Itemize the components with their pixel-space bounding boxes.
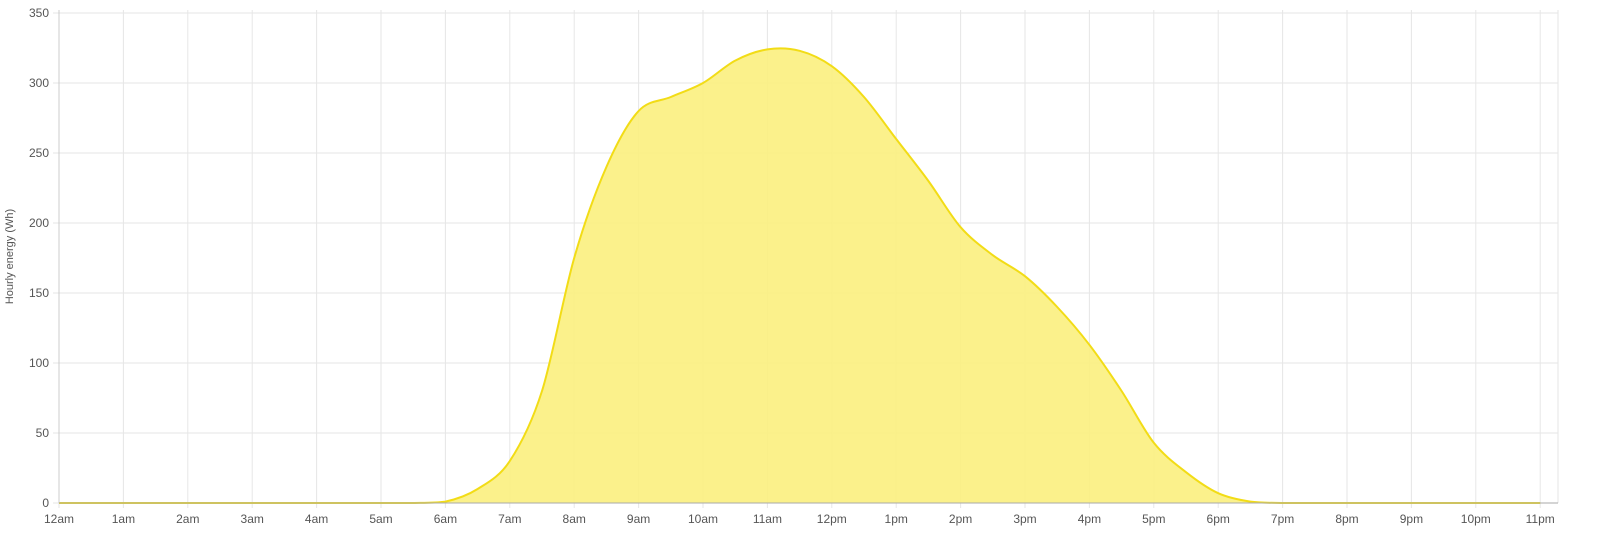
- series-area: [58, 47, 1541, 505]
- y-tick-label: 200: [29, 216, 49, 230]
- x-tick-label: 11am: [753, 512, 782, 526]
- x-tick-label: 8am: [563, 512, 586, 526]
- x-tick-label: 9pm: [1400, 512, 1423, 526]
- x-tick-label: 9am: [627, 512, 650, 526]
- y-tick-label: 50: [36, 426, 50, 440]
- y-tick-label: 100: [29, 356, 49, 370]
- x-tick-label: 6pm: [1207, 512, 1230, 526]
- x-tick-label: 12am: [44, 512, 74, 526]
- axes: [58, 10, 1558, 504]
- x-tick-label: 10pm: [1461, 512, 1491, 526]
- x-tick-label: 7am: [498, 512, 521, 526]
- x-tick-label: 8pm: [1335, 512, 1358, 526]
- x-tick-label: 1pm: [885, 512, 908, 526]
- y-tick-label: 300: [29, 76, 49, 90]
- x-tick-label: 7pm: [1271, 512, 1294, 526]
- x-tick-label: 3am: [241, 512, 264, 526]
- y-axis-title: Hourly energy (Wh): [4, 209, 16, 304]
- tick-labels: 12am 1am 2am 3am 4am 5am 6am 7am 8am 9am 10am 11am 1…: [29, 6, 1555, 526]
- x-tick-label: 2pm: [949, 512, 972, 526]
- y-tick-label: 350: [29, 6, 49, 20]
- x-tick-label: 6am: [434, 512, 457, 526]
- x-tick-label: 12pm: [817, 512, 847, 526]
- y-tick-label: 150: [29, 286, 49, 300]
- y-tick-label: 250: [29, 146, 49, 160]
- x-tick-label: 1am: [112, 512, 135, 526]
- x-tick-label: 2am: [176, 512, 199, 526]
- x-tick-label: 10am: [688, 512, 718, 526]
- x-tick-label: 4pm: [1078, 512, 1101, 526]
- x-tick-label: 4am: [305, 512, 328, 526]
- x-tick-label: 11pm: [1526, 512, 1555, 526]
- y-tick-label: 0: [42, 496, 49, 510]
- series-area-fill: [59, 48, 1541, 503]
- x-tick-label: 3pm: [1013, 512, 1036, 526]
- x-tick-label: 5pm: [1142, 512, 1165, 526]
- x-tick-label: 5am: [369, 512, 392, 526]
